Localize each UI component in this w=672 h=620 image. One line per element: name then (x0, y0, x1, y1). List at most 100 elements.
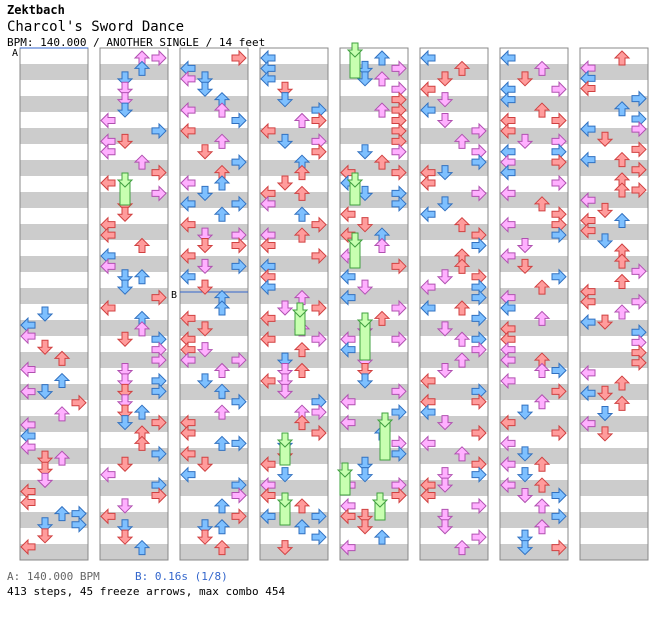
step-arrow (516, 467, 534, 483)
column-border (339, 47, 409, 561)
step-arrow (500, 456, 516, 473)
stripe-band (260, 192, 328, 208)
step-arrow (180, 310, 196, 327)
stripe-band (500, 544, 568, 560)
step-arrow (116, 498, 134, 514)
stripe-band (20, 352, 88, 368)
step-arrow (516, 488, 534, 504)
step-arrow (293, 227, 311, 243)
step-arrow (631, 90, 647, 107)
stripe-band (580, 192, 648, 208)
step-arrow (151, 351, 167, 369)
stripe-band (180, 96, 248, 112)
step-arrow (133, 435, 151, 451)
step-arrow (311, 112, 327, 129)
step-arrow (180, 216, 196, 233)
stripe-band (580, 448, 648, 464)
step-arrow (311, 508, 327, 525)
step-arrow (180, 122, 196, 140)
step-arrow (346, 172, 364, 188)
stripe-band (580, 512, 648, 528)
step-arrow (551, 362, 567, 379)
step-arrow (231, 435, 247, 452)
step-arrow (53, 350, 71, 366)
stripe-band (180, 384, 248, 400)
step-arrow (196, 185, 214, 202)
step-arrow (231, 153, 247, 171)
step-arrow (533, 394, 551, 410)
stripe-band (100, 160, 168, 176)
stripe-band (340, 160, 408, 176)
step-arrow (373, 154, 391, 170)
step-arrow (231, 487, 247, 504)
step-arrow (500, 476, 516, 494)
step-arrow (20, 494, 36, 511)
step-arrow (260, 372, 276, 390)
step-arrow (436, 363, 454, 379)
stripe-band (260, 352, 328, 368)
step-arrow (453, 258, 471, 274)
step-arrow (100, 112, 116, 129)
step-arrow (231, 393, 247, 410)
stripe-band (100, 128, 168, 144)
stripe-band (580, 480, 648, 496)
step-arrow (260, 278, 276, 296)
column-border (259, 47, 329, 561)
step-arrow (180, 466, 196, 483)
step-arrow (613, 151, 631, 168)
step-arrow (291, 302, 309, 318)
step-arrow (36, 306, 54, 322)
step-arrow (500, 185, 516, 202)
step-arrow (196, 238, 214, 254)
step-arrow (420, 278, 436, 296)
step-arrow (293, 519, 311, 535)
step-arrow (116, 279, 134, 295)
stripe-band (420, 288, 488, 304)
stripe-band (20, 384, 88, 400)
step-arrow (276, 300, 294, 316)
step-arrow (180, 101, 196, 119)
step-arrow (116, 331, 134, 347)
stripe-band (180, 224, 248, 240)
step-arrow (196, 529, 214, 545)
stripe-band (100, 64, 168, 80)
step-arrow (613, 182, 631, 198)
step-arrow (196, 258, 214, 275)
step-arrow (20, 383, 36, 400)
stripe-band (260, 512, 328, 528)
step-arrow (580, 120, 596, 138)
step-arrow (453, 446, 471, 462)
step-arrow (340, 206, 356, 223)
step-arrow (516, 258, 534, 275)
step-arrow (391, 445, 407, 463)
step-arrow (116, 133, 134, 150)
step-arrow (533, 456, 551, 472)
stripe-band (180, 192, 248, 208)
step-arrow (293, 164, 311, 181)
step-arrow (53, 505, 71, 522)
step-arrow (500, 122, 516, 140)
stripe-band (20, 64, 88, 80)
step-arrow (276, 383, 294, 400)
step-arrow (420, 487, 436, 504)
stripe-band (580, 288, 648, 304)
step-arrow (231, 195, 247, 213)
stripe-band (420, 512, 488, 528)
step-arrow (613, 375, 631, 391)
stripe-band (180, 288, 248, 304)
step-arrow (373, 102, 391, 118)
step-arrow (471, 466, 487, 483)
step-arrow (596, 406, 614, 422)
step-arrow (500, 299, 516, 317)
step-arrow (391, 331, 407, 348)
step-arrow (116, 172, 134, 188)
step-arrow (453, 60, 471, 76)
step-arrow (436, 165, 454, 181)
stripe-band (100, 288, 168, 304)
stripe-band (500, 352, 568, 368)
step-arrow (260, 487, 276, 504)
step-arrow (196, 279, 214, 295)
step-arrow (631, 293, 647, 310)
step-arrow (116, 456, 134, 472)
step-arrow (391, 164, 407, 181)
